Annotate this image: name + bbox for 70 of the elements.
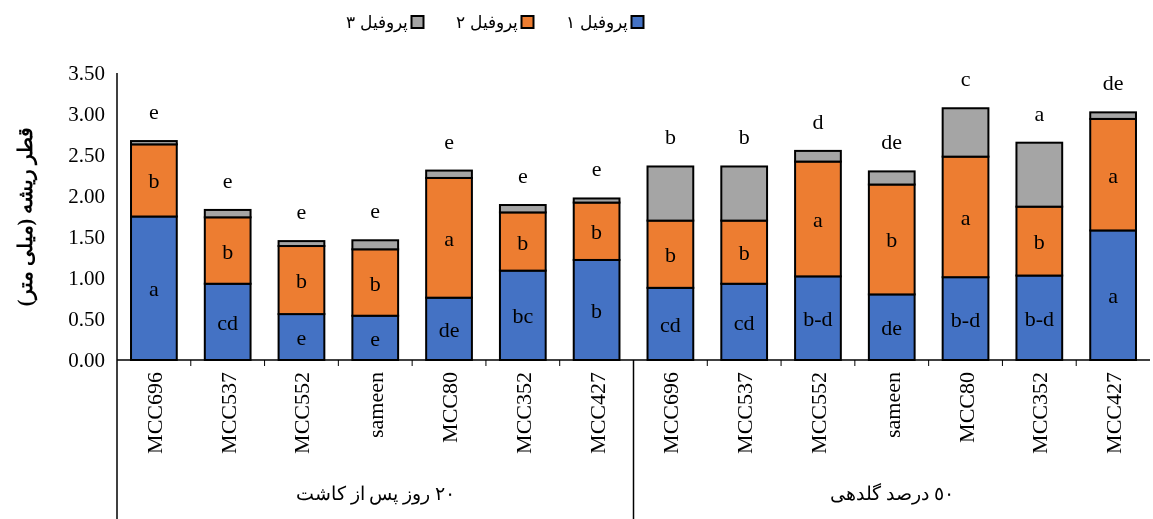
x-tick-label: MCC537 bbox=[732, 372, 758, 454]
text: ٥٠ درصد گلدهی bbox=[830, 482, 954, 505]
data-label: b bbox=[591, 219, 603, 245]
data-label: b bbox=[517, 229, 529, 255]
x-tick-label: MCC552 bbox=[289, 372, 315, 454]
data-label: b-d bbox=[1024, 305, 1054, 331]
legend-label: پروفیل ١ bbox=[566, 13, 628, 33]
data-label: a bbox=[149, 276, 160, 302]
text: ٢٠ روز پس از کاشت bbox=[295, 483, 455, 505]
x-tick-label: sameen bbox=[363, 372, 389, 438]
y-tick-label: 3.50 bbox=[68, 61, 105, 85]
data-label: b bbox=[295, 268, 307, 294]
data-label: e bbox=[149, 99, 159, 125]
data-label: a bbox=[1034, 100, 1045, 126]
data-label: b bbox=[886, 227, 898, 253]
data-label: e bbox=[296, 325, 307, 351]
data-label: d bbox=[812, 108, 824, 134]
x-tick-label: sameen bbox=[879, 372, 905, 438]
y-tick-label: 0.00 bbox=[68, 348, 105, 372]
data-label: e bbox=[370, 198, 381, 224]
data-label: de bbox=[1102, 70, 1124, 96]
x-tick-label: MCC80 bbox=[437, 372, 463, 443]
x-tick-label: MCC696 bbox=[141, 372, 167, 454]
data-label: bc bbox=[512, 303, 534, 329]
data-label: e bbox=[296, 199, 307, 225]
data-label: e bbox=[591, 156, 602, 182]
data-label: e bbox=[222, 167, 233, 193]
data-label: de bbox=[881, 129, 903, 155]
y-axis-title: قطر ریشه (میلی متر) bbox=[14, 126, 38, 307]
data-label: a bbox=[444, 225, 455, 251]
data-label: b bbox=[222, 238, 234, 264]
data-label: e bbox=[444, 128, 454, 154]
data-label: e bbox=[370, 325, 381, 351]
data-label: a bbox=[1108, 283, 1119, 309]
data-label: c bbox=[960, 66, 971, 92]
data-label: b bbox=[591, 297, 603, 323]
x-tick-label: MCC427 bbox=[584, 372, 610, 454]
x-tick-label: MCC352 bbox=[510, 372, 536, 454]
data-label: a bbox=[960, 204, 971, 230]
data-label: b bbox=[664, 242, 676, 268]
data-label: b-d bbox=[950, 306, 981, 332]
y-tick-label: 2.50 bbox=[68, 143, 105, 167]
y-tick-label: 3.00 bbox=[68, 102, 105, 126]
x-tick-label: MCC427 bbox=[1101, 372, 1127, 454]
data-label: cd bbox=[217, 309, 239, 335]
data-label: cd bbox=[660, 311, 681, 337]
data-label: b-d bbox=[803, 306, 833, 332]
y-tick-label: 2.00 bbox=[68, 184, 105, 208]
data-label: a bbox=[813, 206, 824, 232]
data-label: b bbox=[738, 240, 750, 266]
x-tick-label: MCC552 bbox=[805, 372, 831, 454]
x-tick-label: MCC352 bbox=[1027, 372, 1053, 454]
data-label: de bbox=[438, 316, 460, 342]
y-tick-label: 1.50 bbox=[68, 225, 105, 249]
data-label: b bbox=[738, 124, 750, 150]
x-tick-label: MCC537 bbox=[215, 372, 241, 454]
data-label: b bbox=[148, 168, 160, 194]
y-tick-label: 0.50 bbox=[68, 307, 105, 331]
data-label: cd bbox=[733, 309, 755, 335]
data-label: e bbox=[517, 163, 528, 189]
y-tick-label: 1.00 bbox=[68, 266, 105, 290]
data-label: b bbox=[369, 270, 381, 296]
legend-label: پروفیل ٢ bbox=[456, 13, 518, 33]
data-label: a bbox=[1108, 162, 1119, 188]
x-tick-label: MCC696 bbox=[658, 372, 684, 454]
legend-label: پروفیل ٣ bbox=[346, 13, 408, 33]
data-label: de bbox=[881, 315, 903, 341]
data-label: b bbox=[664, 124, 676, 150]
data-label: b bbox=[1033, 229, 1045, 255]
x-tick-label: MCC80 bbox=[953, 372, 979, 443]
